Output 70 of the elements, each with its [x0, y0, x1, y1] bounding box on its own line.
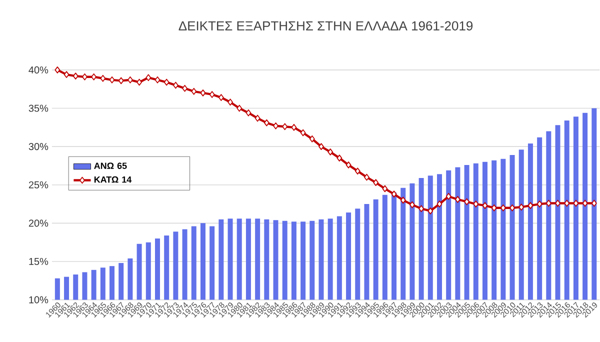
point: [109, 76, 115, 84]
point: [346, 162, 352, 169]
point: [328, 148, 334, 156]
point: [573, 200, 579, 207]
point: [154, 76, 160, 84]
point: [282, 123, 288, 130]
point: [82, 74, 88, 80]
chart-title: ΔΕΙΚΤΕΣ ΕΞΑΡΤΗΣΗΣ ΣΤΗΝ ΕΛΛΑΔΑ 1961-2019: [178, 21, 473, 31]
point: [172, 82, 178, 89]
point: [382, 185, 388, 192]
point: [546, 200, 552, 207]
point: [436, 200, 442, 208]
point: [228, 98, 233, 106]
point: [491, 204, 497, 212]
point: [264, 119, 270, 126]
point: [182, 85, 188, 92]
point: [464, 198, 470, 206]
y-tick-label: 15%: [29, 258, 48, 266]
y-tick-label: 30%: [28, 143, 48, 150]
point: [309, 136, 315, 142]
point: [510, 204, 515, 212]
point: [500, 204, 506, 212]
point: [410, 201, 415, 208]
point: [100, 75, 106, 82]
y-tick-label: 10%: [29, 296, 48, 304]
point: [528, 202, 534, 210]
point: [209, 91, 215, 98]
point: [473, 200, 479, 208]
point: [291, 124, 297, 131]
point: [373, 179, 379, 186]
point: [118, 77, 124, 84]
point: [273, 122, 278, 130]
point: [318, 143, 324, 150]
point: [364, 174, 370, 181]
y-tick-label: 40%: [28, 66, 48, 74]
y-tick-label: 20%: [28, 220, 48, 227]
point: [191, 88, 197, 95]
point: [254, 114, 260, 122]
point: [128, 76, 133, 84]
point: [64, 71, 70, 78]
point: [582, 200, 588, 207]
point: [246, 110, 252, 116]
point: [164, 78, 170, 86]
point: [72, 72, 78, 80]
point: [482, 202, 488, 210]
point: [91, 74, 97, 80]
point: [336, 154, 342, 162]
y-tick-label: 25%: [28, 181, 48, 189]
point: [454, 196, 460, 203]
point: [236, 104, 242, 112]
point: [54, 66, 60, 74]
y-tick-label: 35%: [28, 104, 48, 112]
point: [146, 74, 152, 82]
point: [446, 193, 452, 200]
point: [428, 208, 434, 214]
point: [354, 168, 360, 175]
legend-label: ΚΑΤΩ 14: [94, 176, 132, 183]
point: [218, 94, 224, 102]
point: [591, 200, 597, 207]
point: [400, 196, 406, 204]
point: [136, 78, 142, 86]
point: [300, 129, 306, 136]
point: [418, 205, 424, 212]
point: [518, 204, 524, 211]
point: [564, 200, 570, 207]
point: [536, 200, 542, 208]
point: [555, 200, 560, 207]
legend-label: ΑΝΩ 65: [94, 162, 127, 170]
point: [200, 90, 206, 96]
point: [391, 190, 397, 198]
